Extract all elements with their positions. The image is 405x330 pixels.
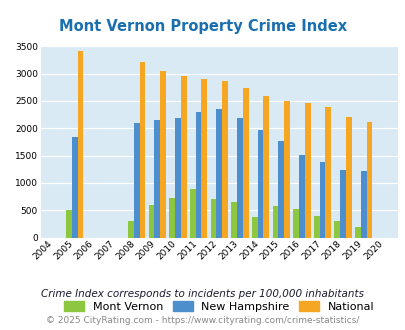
Text: © 2025 CityRating.com - https://www.cityrating.com/crime-statistics/: © 2025 CityRating.com - https://www.city… — [46, 315, 359, 325]
Bar — [319, 162, 324, 238]
Bar — [251, 217, 257, 238]
Bar — [360, 171, 366, 238]
Bar — [345, 117, 351, 238]
Bar — [210, 199, 216, 238]
Bar — [180, 76, 186, 238]
Bar — [175, 118, 180, 238]
Bar — [354, 227, 360, 238]
Bar — [339, 170, 345, 238]
Bar — [298, 155, 304, 238]
Bar — [201, 79, 207, 238]
Bar — [366, 122, 371, 238]
Bar — [324, 108, 330, 238]
Bar — [231, 202, 237, 238]
Bar — [277, 141, 284, 238]
Legend: Mont Vernon, New Hampshire, National: Mont Vernon, New Hampshire, National — [64, 301, 373, 312]
Bar — [154, 120, 160, 238]
Bar — [334, 221, 339, 238]
Bar — [148, 205, 154, 238]
Bar — [242, 88, 248, 238]
Bar — [190, 189, 195, 238]
Bar — [304, 103, 310, 238]
Bar — [237, 118, 242, 238]
Bar — [263, 96, 269, 238]
Bar — [160, 71, 166, 238]
Bar — [284, 101, 289, 238]
Bar — [139, 62, 145, 238]
Bar — [72, 137, 77, 238]
Bar — [257, 130, 263, 238]
Bar — [222, 81, 227, 238]
Bar — [133, 123, 139, 238]
Bar — [195, 112, 201, 238]
Text: Mont Vernon Property Crime Index: Mont Vernon Property Crime Index — [59, 19, 346, 34]
Bar — [128, 221, 133, 238]
Bar — [292, 209, 298, 238]
Bar — [77, 50, 83, 238]
Bar — [169, 198, 175, 238]
Bar — [272, 207, 277, 238]
Bar — [216, 109, 222, 238]
Text: Crime Index corresponds to incidents per 100,000 inhabitants: Crime Index corresponds to incidents per… — [41, 289, 364, 299]
Bar — [313, 216, 319, 238]
Bar — [66, 210, 72, 238]
